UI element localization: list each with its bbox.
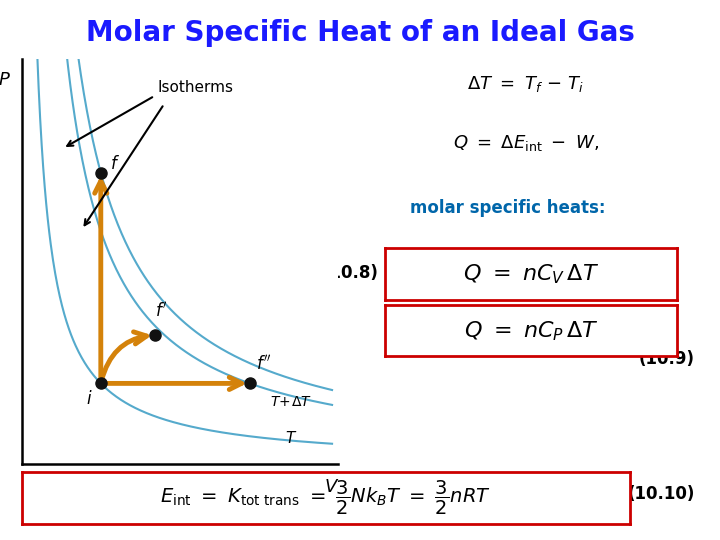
Text: Molar Specific Heat of an Ideal Gas: Molar Specific Heat of an Ideal Gas [86,19,634,47]
Text: $i$: $i$ [86,390,93,408]
Text: $E_{\mathrm{int}}\ =\ K_{\mathrm{tot\ trans}}\ =\ \dfrac{3}{2}Nk_BT\ =\ \dfrac{3: $E_{\mathrm{int}}\ =\ K_{\mathrm{tot\ tr… [161,479,491,517]
Text: $f''$: $f''$ [256,354,271,373]
Text: $Q\ =\ \Delta E_{\mathrm{int}}\ -\ W,$: $Q\ =\ \Delta E_{\mathrm{int}}\ -\ W,$ [453,133,598,153]
Text: $V$: $V$ [325,478,340,496]
Text: $Q\ =\ nC_P\,\Delta T$: $Q\ =\ nC_P\,\Delta T$ [464,319,598,342]
Text: Isotherms: Isotherms [158,80,234,95]
Text: (10.10): (10.10) [627,485,695,503]
Text: $\Delta T\ =\ T_f\,-\,T_i$: $\Delta T\ =\ T_f\,-\,T_i$ [467,73,585,94]
Text: (10.8): (10.8) [322,264,378,282]
Text: $f$: $f$ [110,155,120,173]
Text: $T$: $T$ [284,430,297,446]
Text: $T\!+\!\Delta T$: $T\!+\!\Delta T$ [270,395,312,409]
Text: $P$: $P$ [0,71,11,89]
Text: (10.9): (10.9) [639,350,695,368]
Text: $Q\ =\ nC_V\,\Delta T$: $Q\ =\ nC_V\,\Delta T$ [463,262,599,286]
Text: $f'$: $f'$ [155,301,167,321]
Text: molar specific heats:: molar specific heats: [410,199,606,217]
